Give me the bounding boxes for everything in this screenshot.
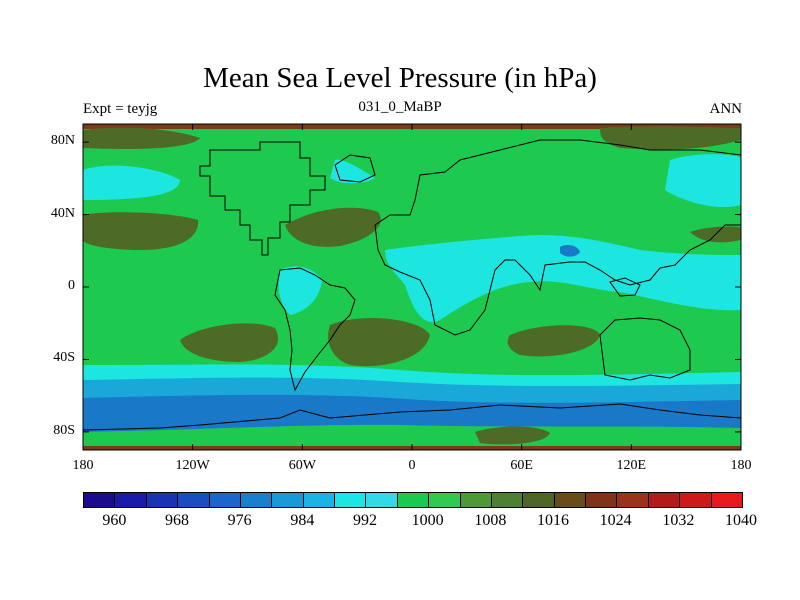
low-southern-984 — [83, 394, 741, 432]
maritime-continent-coast — [609, 277, 641, 297]
legend-swatch — [460, 493, 492, 507]
legend-swatch — [178, 493, 210, 507]
legend-swatch — [84, 493, 116, 507]
legend-label: 1016 — [537, 512, 569, 529]
legend-swatch — [429, 493, 461, 507]
legend-swatch — [680, 493, 712, 507]
legend-swatch — [146, 493, 179, 507]
legend-swatch — [523, 493, 555, 507]
x-tick-label: 60E — [510, 458, 533, 473]
south-america-coast — [274, 267, 356, 392]
x-tick-label: 60W — [288, 458, 316, 473]
legend-swatch — [554, 493, 586, 507]
greenland-coast — [334, 154, 376, 183]
legend-colorbar — [83, 492, 743, 508]
high-north-atlantic — [285, 207, 381, 247]
legend-label: 984 — [290, 512, 315, 529]
eurasia-africa-coast — [374, 139, 741, 336]
legend-swatch — [335, 493, 367, 507]
legend-swatch — [648, 493, 681, 507]
legend-label: 1032 — [662, 512, 695, 529]
y-tick-label: 0 — [68, 278, 75, 293]
low-north-pacific-east — [665, 154, 741, 208]
legend-label: 1024 — [599, 512, 632, 529]
high-indian — [507, 325, 600, 357]
legend-swatch — [617, 493, 649, 507]
legend-swatch — [240, 493, 273, 507]
legend-label: 992 — [353, 512, 377, 529]
legend-label: 1040 — [725, 512, 757, 529]
x-tick-label: 180 — [72, 458, 94, 473]
axis-ticks — [82, 124, 742, 450]
x-tick-label: 180 — [730, 458, 752, 473]
x-tick-label: 120E — [616, 458, 647, 473]
low-tropical-belt — [385, 234, 741, 322]
y-tick-label: 40N — [50, 205, 75, 221]
chart-title: Mean Sea Level Pressure (in hPa) — [203, 62, 597, 94]
australia-coast — [599, 317, 691, 381]
legend-label: 976 — [227, 512, 252, 529]
high-arctic-east — [600, 126, 741, 150]
low-north-pacific-west — [83, 165, 180, 200]
low-arctic-small — [330, 159, 375, 184]
legend-swatch — [711, 493, 742, 507]
high-arctic-west — [83, 127, 200, 149]
season-label: ANN — [709, 101, 743, 117]
time-label: 031_0_MaBP — [358, 99, 442, 115]
legend-swatch — [209, 493, 241, 507]
high-south-pacific — [180, 323, 279, 362]
coastlines — [83, 139, 741, 431]
y-tick-label: 80S — [53, 422, 75, 438]
legend-swatch — [115, 493, 147, 507]
north-america-coast — [199, 141, 326, 256]
legend-swatch — [366, 493, 398, 507]
pressure-field — [83, 124, 741, 450]
legend-swatch — [272, 493, 304, 507]
antarctic-1008 — [83, 424, 741, 446]
legend-swatch — [303, 493, 335, 507]
legend-swatch — [491, 493, 524, 507]
high-north-pacific — [83, 212, 199, 250]
y-tick-label: 80N — [50, 133, 75, 149]
x-tick-label: 0 — [408, 458, 416, 473]
low-south-america — [278, 266, 322, 315]
legend-swatch — [397, 493, 430, 507]
antarctica-coast — [83, 403, 741, 431]
y-tick-label: 40S — [53, 350, 75, 366]
legend-swatch — [586, 493, 618, 507]
experiment-label: Expt = teyjg — [83, 101, 158, 117]
low-asia-984 — [560, 244, 580, 257]
legend-label: 968 — [165, 512, 189, 529]
legend-label: 1008 — [474, 512, 507, 529]
legend-label: 960 — [102, 512, 127, 529]
high-south-atlantic — [328, 317, 430, 367]
x-tick-label: 120W — [175, 458, 210, 473]
legend-label: 1000 — [411, 512, 444, 529]
high-antarctic-top — [475, 426, 550, 445]
